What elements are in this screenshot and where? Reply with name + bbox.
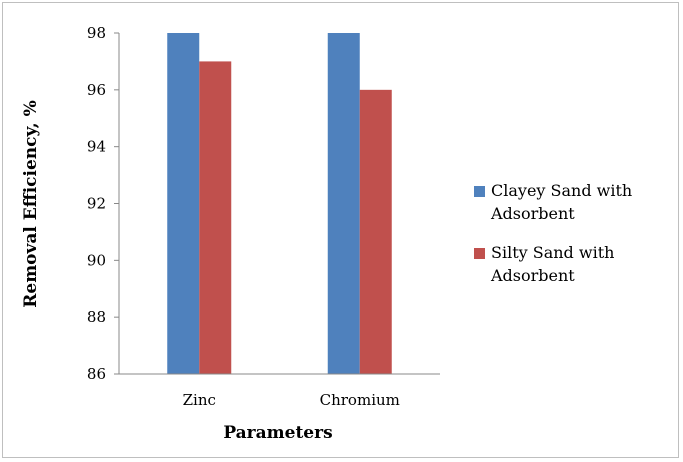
legend: Clayey Sand with Adsorbent Silty Sand with… (474, 181, 632, 285)
y-axis-title: Removal Efficiency, % (21, 100, 41, 308)
legend-swatch-1 (474, 186, 485, 197)
y-tick-label: 86 (87, 365, 106, 383)
y-tick-label: 92 (87, 195, 106, 213)
y-tick-label: 98 (87, 24, 106, 42)
legend-label-2-line-2: Adsorbent (490, 266, 575, 285)
y-tick-label: 90 (87, 251, 106, 269)
y-tick-label: 94 (87, 138, 106, 156)
y-tick-label: 96 (87, 81, 106, 99)
bar-chromium-series-2 (359, 89, 392, 374)
bar-zinc-series-1 (167, 33, 200, 374)
x-tick-label-zinc: Zinc (183, 391, 216, 409)
x-axis-title: Parameters (223, 423, 332, 443)
y-axis-ticks: 86 88 90 92 94 96 98 (87, 24, 119, 383)
bar-chromium-series-1 (327, 33, 360, 374)
y-tick-label: 88 (87, 308, 106, 326)
bars (167, 33, 392, 375)
legend-swatch-2 (474, 248, 485, 259)
bar-zinc-series-2 (199, 61, 232, 375)
legend-label-1-line-2: Adsorbent (490, 204, 575, 223)
x-axis-tick-labels: Zinc Chromium (183, 391, 400, 409)
legend-label-2-line-1: Silty Sand with (491, 243, 614, 262)
legend-label-1-line-1: Clayey Sand with (491, 181, 632, 200)
x-tick-label-chromium: Chromium (320, 391, 400, 409)
